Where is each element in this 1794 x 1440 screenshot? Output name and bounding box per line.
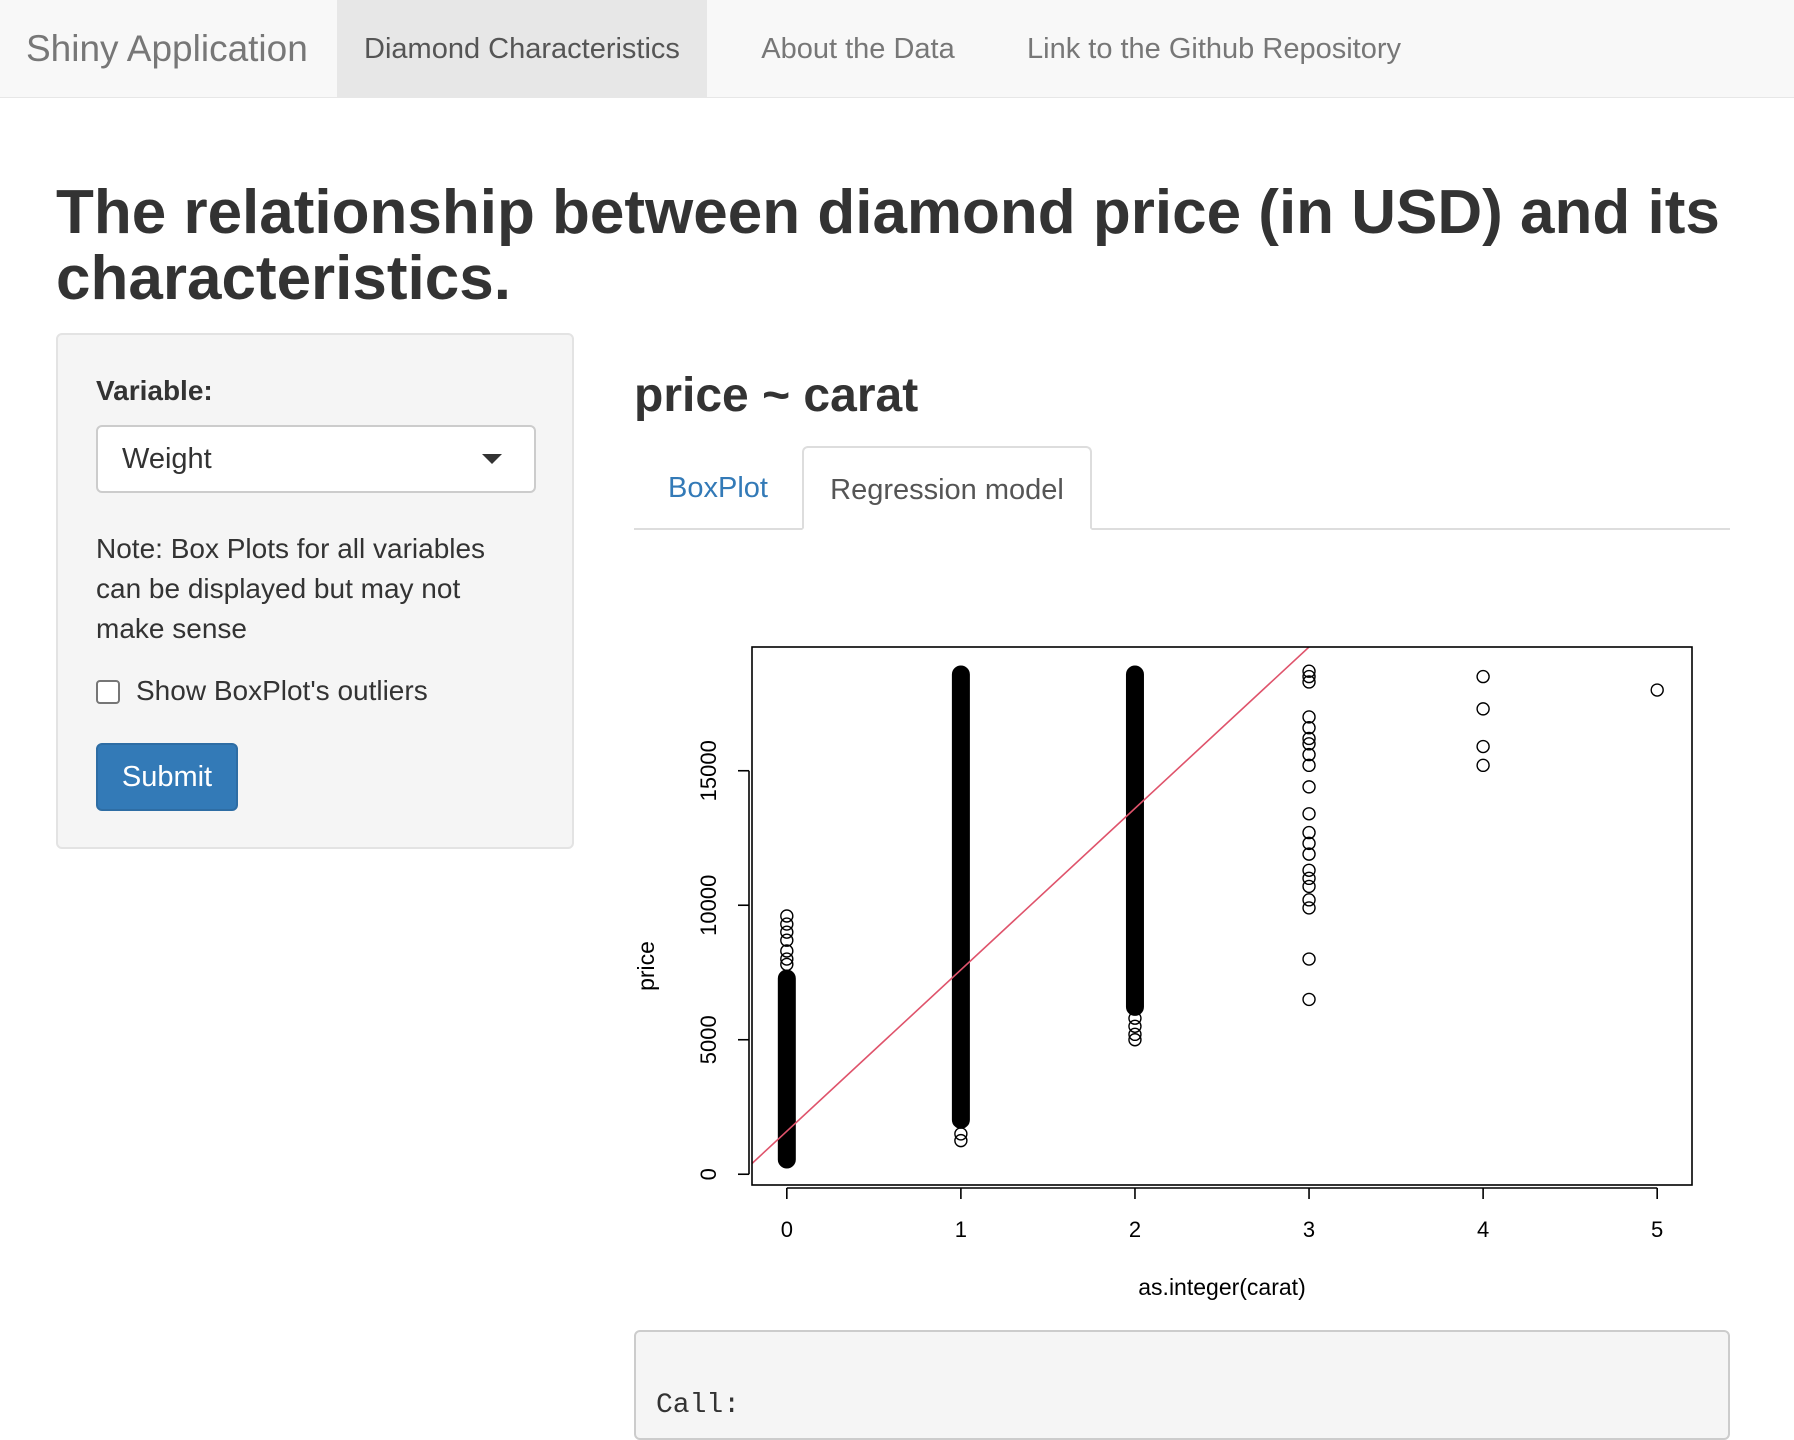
regression-line [752,647,1311,1165]
y-axis-label: price [634,941,659,991]
data-point [1128,1011,1142,1025]
model-summary-text: Call: [656,1390,741,1421]
data-point [1128,946,1142,961]
data-point [1302,758,1316,773]
point-column-fill-1 [956,670,965,1124]
x-tick-label: 2 [1129,1217,1141,1242]
tab-regression-model[interactable]: Regression model [802,446,1092,530]
point-column-fill-0 [782,974,791,1164]
data-point [780,957,794,972]
x-axis-label: as.integer(carat) [1138,1274,1305,1300]
y-tick-label: 0 [696,1168,721,1180]
data-point [1302,747,1316,762]
boxplot-note: Note: Box Plots for all variables can be… [96,533,486,644]
data-point [1128,1033,1142,1047]
model-formula: price ~ carat [634,369,919,422]
data-point [1128,979,1142,993]
x-tick-label: 1 [955,1217,967,1242]
point-column-fill-2 [1130,670,1139,1011]
navbar: Shiny Application Diamond Characteristic… [0,0,1794,98]
data-point [1302,879,1316,894]
nav-tab-github-repository[interactable]: Link to the Github Repository [1027,33,1401,65]
data-point [954,1133,968,1148]
nav-tab-about-the-data[interactable]: About the Data [761,33,955,65]
data-point [1476,669,1490,684]
y-tick-label: 5000 [696,1015,721,1064]
data-point [1302,825,1316,840]
data-point [1302,992,1316,1007]
data-point [1476,739,1490,754]
data-point [1128,1019,1142,1033]
data-point [1302,893,1316,907]
data-point [1128,1000,1142,1015]
sidebar-panel: Variable: Weight Note: Box Plots for all… [56,333,574,849]
data-point [1128,963,1142,977]
variable-label: Variable: [96,375,213,406]
caret-down-icon [482,454,502,464]
x-tick-label: 3 [1303,1217,1315,1242]
outliers-checkbox-label[interactable]: Show BoxPlot's outliers [136,675,428,706]
data-point [1128,933,1142,947]
data-point [1302,836,1316,851]
y-tick-label: 15000 [696,740,721,801]
variable-select-value: Weight [122,443,212,475]
data-point [780,933,794,947]
data-point [1302,901,1316,915]
x-tick-label: 0 [781,1217,793,1242]
page-title: The relationship between diamond price (… [56,178,1720,313]
tab-boxplot[interactable]: BoxPlot [668,472,768,504]
y-tick-label: 10000 [696,875,721,936]
data-point [780,909,794,923]
model-summary-output: Call: [634,1330,1730,1440]
data-point [1302,737,1316,751]
navbar-brand[interactable]: Shiny Application [26,28,308,69]
data-point [1302,871,1316,886]
tabs-divider [634,528,1730,530]
data-point [1476,758,1490,773]
point-column-0 [777,969,796,1169]
data-point [780,952,794,966]
nav-tab-diamond-characteristics[interactable]: Diamond Characteristics [337,0,707,98]
submit-button[interactable]: Submit [96,743,238,811]
data-point [1302,952,1316,966]
data-point [1302,731,1316,746]
data-point [780,917,794,931]
data-point [1128,1027,1142,1042]
regression-scatter-plot: 0 1 2 3 4 5 0 5000 10000 15000 as.integer(carat) pr… [634,646,1693,1300]
data-point [1302,664,1316,678]
variable-select[interactable]: Weight [96,425,536,493]
outliers-checkbox[interactable] [96,680,120,704]
data-point [1302,675,1316,689]
data-point [780,944,794,958]
plot-frame [751,646,1693,1186]
data-point [1302,669,1316,684]
data-point [1650,683,1664,697]
data-point [1302,847,1316,861]
data-point [1302,863,1316,877]
data-point [1302,710,1316,724]
data-point [780,925,794,939]
data-point [954,1127,968,1141]
data-point [1302,720,1316,735]
data-point [1302,780,1316,794]
x-tick-label: 5 [1651,1217,1663,1242]
point-column-1 [951,665,970,1129]
data-point [1302,807,1316,821]
data-point [1128,922,1142,937]
data-point [1476,702,1490,716]
x-tick-label: 4 [1477,1217,1489,1242]
